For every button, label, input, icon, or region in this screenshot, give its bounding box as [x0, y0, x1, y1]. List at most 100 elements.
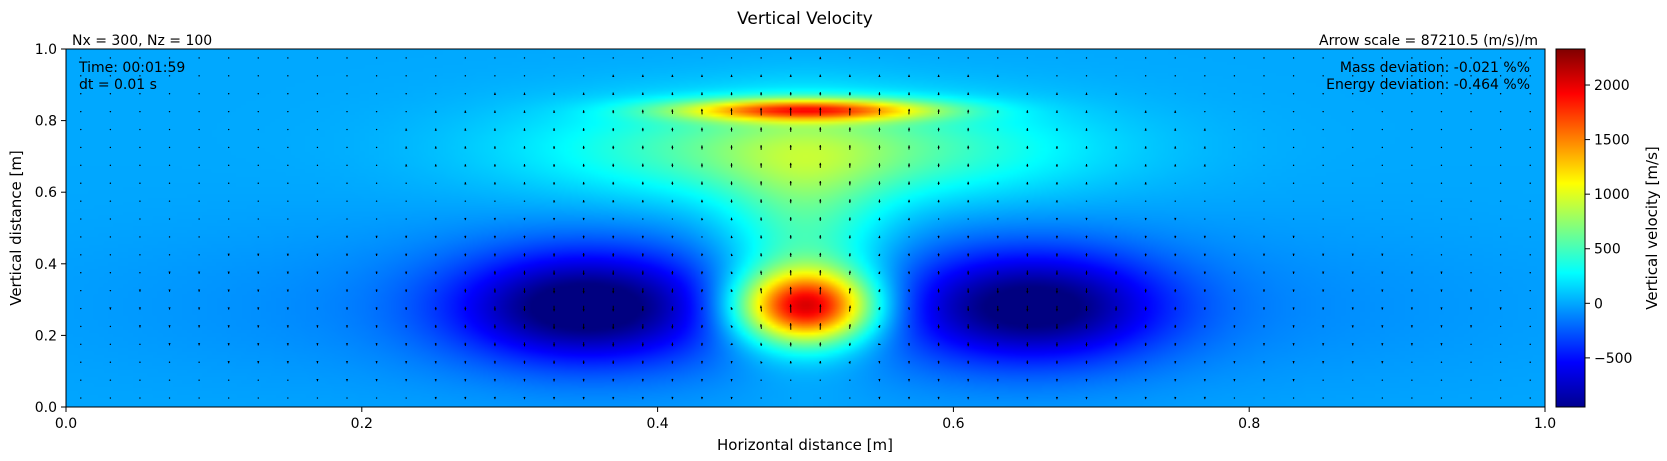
quiver-arrow-head: [552, 272, 556, 275]
quiver-arrow-head: [464, 217, 467, 221]
colorbar-tick-label: 0: [1594, 296, 1603, 312]
quiver-arrow: [227, 182, 230, 184]
quiver-arrow-head: [582, 291, 585, 294]
quiver-arrow-head: [907, 181, 911, 184]
quiver-arrow-head: [1499, 307, 1502, 310]
quiver-arrow: [316, 93, 319, 95]
quiver-arrow-head: [552, 309, 556, 312]
quiver-arrow-head: [434, 325, 437, 329]
quiver-arrow: [671, 218, 674, 220]
x-tick-label: 0.6: [942, 416, 964, 432]
quiver-arrow-head: [878, 181, 881, 184]
quiver-arrow-head: [493, 272, 497, 275]
quiver-arrow: [109, 128, 112, 131]
colorbar-tick-label: 500: [1594, 242, 1621, 258]
quiver-arrow-head: [671, 290, 674, 293]
quiver-arrow-head: [1026, 272, 1029, 275]
quiver-arrow: [937, 218, 940, 220]
quiver-arrow-head: [464, 379, 467, 382]
quiver-arrow-head: [937, 235, 940, 239]
quiver-arrow: [1233, 218, 1236, 220]
quiver-arrow-head: [257, 343, 260, 346]
quiver-arrow: [1381, 93, 1384, 95]
quiver-arrow-head: [848, 145, 852, 148]
quiver-arrow: [1411, 110, 1413, 113]
quiver-arrow: [316, 57, 319, 59]
quiver-arrow: [553, 75, 555, 77]
quiver-arrow: [168, 128, 171, 131]
quiver-arrow: [405, 57, 407, 59]
quiver-arrow-head: [1381, 289, 1384, 292]
quiver-arrow-head: [1055, 396, 1059, 400]
quiver-arrow-head: [1233, 361, 1236, 364]
quiver-arrow-head: [878, 145, 881, 148]
quiver-arrow-head: [1262, 235, 1266, 239]
quiver-arrow-head: [700, 379, 704, 382]
quiver-arrow-head: [907, 127, 911, 130]
quiver-arrow: [1115, 200, 1117, 202]
quiver-arrow-head: [434, 271, 437, 275]
quiver-arrow-head: [1114, 396, 1118, 400]
quiver-arrow-head: [700, 396, 704, 400]
colorbar-tick-label: −500: [1594, 351, 1632, 367]
quiver-arrow: [1440, 254, 1443, 256]
quiver-arrow-head: [1233, 289, 1236, 292]
quiver-arrow: [1115, 57, 1117, 59]
quiver-arrow-head: [1203, 307, 1207, 310]
quiver-arrow: [139, 397, 141, 399]
quiver-arrow: [109, 254, 112, 256]
quiver-arrow-head: [1381, 361, 1384, 364]
quiver-arrow-head: [434, 379, 437, 382]
quiver-arrow-head: [1055, 344, 1059, 347]
quiver-arrow: [1529, 397, 1531, 399]
quiver-arrow-head: [967, 109, 970, 113]
quiver-arrow-head: [464, 128, 467, 131]
quiver-arrow-head: [582, 128, 585, 131]
quiver-arrow-head: [1085, 272, 1088, 275]
quiver-arrow: [139, 75, 141, 77]
quiver-arrow-head: [789, 180, 792, 184]
quiver-arrow: [1322, 182, 1324, 184]
quiver-arrow-head: [1233, 307, 1236, 310]
quiver-arrow-head: [1144, 128, 1147, 131]
quiver-arrow-head: [700, 74, 704, 77]
quiver-arrow-head: [523, 92, 526, 95]
quiver-arrow: [671, 57, 674, 59]
quiver-arrow: [1204, 200, 1206, 202]
quiver-arrow: [1292, 397, 1295, 399]
quiver-arrow-head: [552, 254, 556, 257]
quiver-arrow: [139, 128, 141, 131]
quiver-arrow-head: [1203, 379, 1207, 382]
quiver-arrow-head: [1174, 146, 1177, 149]
quiver-arrow: [1440, 93, 1443, 95]
quiver-arrow: [1411, 200, 1413, 202]
quiver-arrow: [1352, 93, 1354, 95]
quiver-arrow: [168, 182, 171, 184]
quiver-arrow: [287, 236, 289, 238]
quiver-arrow: [849, 57, 851, 59]
quiver-arrow: [1440, 379, 1443, 381]
quiver-arrow: [80, 75, 82, 77]
quiver-arrow-head: [1026, 309, 1029, 312]
quiver-arrow-head: [493, 235, 497, 239]
quiver-arrow-head: [1292, 235, 1295, 239]
quiver-arrow: [346, 397, 348, 399]
quiver-arrow: [1470, 397, 1472, 399]
quiver-arrow-head: [730, 74, 733, 77]
quiver-arrow: [435, 200, 437, 202]
quiver-arrow: [1322, 146, 1324, 149]
quiver-arrow: [1529, 218, 1531, 220]
quiver-arrow: [1174, 93, 1176, 95]
quiver-arrow-head: [523, 361, 526, 364]
quiver-arrow: [287, 397, 289, 399]
quiver-arrow: [257, 218, 259, 220]
quiver-arrow: [346, 200, 348, 202]
quiver-arrow-head: [819, 270, 822, 273]
quiver-arrow: [168, 200, 171, 202]
quiver-arrow: [198, 164, 200, 167]
quiver-arrow: [464, 200, 467, 202]
quiver-arrow-head: [1114, 361, 1118, 364]
quiver-arrow-head: [759, 162, 763, 166]
quiver-arrow-head: [967, 379, 970, 382]
quiver-arrow: [1529, 146, 1531, 149]
